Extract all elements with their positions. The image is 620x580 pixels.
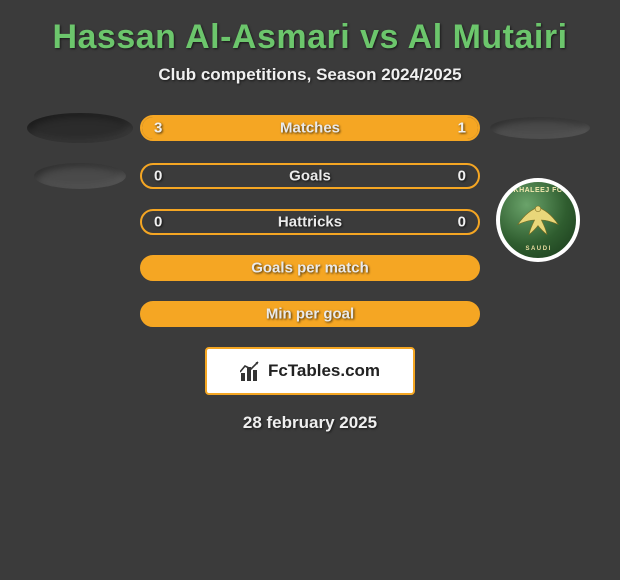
crest-bottom-text: S A U D I xyxy=(500,246,576,252)
player-placeholder-left xyxy=(27,113,133,143)
attribution-text: FcTables.com xyxy=(268,361,380,381)
club-crest: KHALEEJ FC S A U D I xyxy=(496,178,580,262)
stat-label: Hattricks xyxy=(278,214,342,231)
stat-bar: Min per goal xyxy=(140,301,480,327)
right-slot xyxy=(480,117,600,139)
attribution-badge: FcTables.com xyxy=(205,347,415,395)
club-crest-holder: KHALEEJ FC S A U D I xyxy=(496,178,580,262)
eagle-icon xyxy=(510,192,566,248)
player-placeholder-left xyxy=(34,163,126,189)
stat-value-left: 0 xyxy=(154,214,162,231)
stat-bar: Matches 3 1 xyxy=(140,115,480,141)
stat-bar: Hattricks 0 0 xyxy=(140,209,480,235)
stat-value-right: 1 xyxy=(458,120,466,137)
crest-top-text: KHALEEJ FC xyxy=(500,187,576,194)
stat-row: Matches 3 1 xyxy=(0,113,620,143)
player-placeholder-right xyxy=(490,117,590,139)
stat-bar: Goals 0 0 xyxy=(140,163,480,189)
stat-label: Goals xyxy=(289,168,331,185)
stat-label: Matches xyxy=(280,120,340,137)
page-subtitle: Club competitions, Season 2024/2025 xyxy=(0,65,620,113)
bar-fill-left xyxy=(142,117,394,139)
stat-value-right: 0 xyxy=(458,214,466,231)
bar-chart-icon xyxy=(240,361,262,381)
generated-date: 28 february 2025 xyxy=(0,413,620,433)
stat-row: Min per goal xyxy=(0,301,620,327)
stat-label: Goals per match xyxy=(251,260,369,277)
left-slot xyxy=(20,163,140,189)
stat-value-right: 0 xyxy=(458,168,466,185)
stat-label: Min per goal xyxy=(266,306,354,323)
page-title: Hassan Al-Asmari vs Al Mutairi xyxy=(0,0,620,65)
left-slot xyxy=(20,113,140,143)
stat-value-left: 3 xyxy=(154,120,162,137)
stat-value-left: 0 xyxy=(154,168,162,185)
stat-bar: Goals per match xyxy=(140,255,480,281)
